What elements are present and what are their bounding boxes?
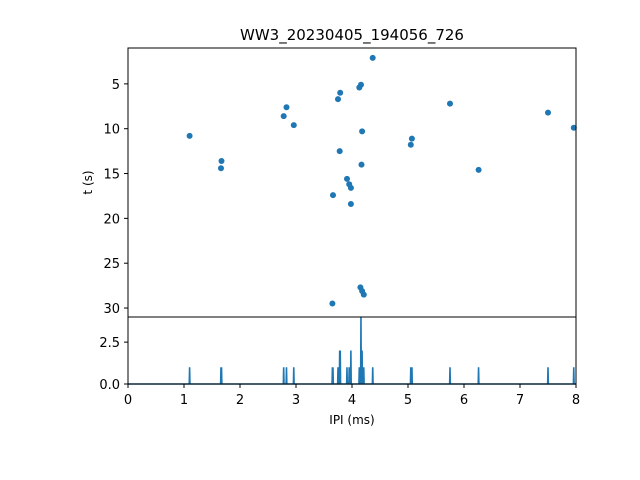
scatter-point xyxy=(408,135,415,142)
scatter-plot-area xyxy=(186,54,577,307)
scatter-point xyxy=(360,291,367,298)
scatter-point xyxy=(290,122,297,129)
histogram-y-tick-label: 2.5 xyxy=(99,336,120,351)
x-tick-label: 7 xyxy=(516,393,524,408)
scatter-point xyxy=(344,175,350,182)
scatter-point xyxy=(359,128,366,135)
scatter-point xyxy=(475,166,482,173)
scatter-point xyxy=(570,124,577,131)
scatter-point xyxy=(347,201,354,207)
scatter-point xyxy=(218,158,225,164)
x-tick-label: 3 xyxy=(292,393,300,408)
scatter-point xyxy=(330,192,336,199)
x-tick-label: 1 xyxy=(180,393,188,408)
scatter-y-tick-label: 5 xyxy=(112,78,120,93)
scatter-point xyxy=(358,161,365,168)
x-tick-label: 5 xyxy=(404,393,412,408)
scatter-y-tick-label: 25 xyxy=(103,257,120,272)
scatter-y-ticks: 5 10 15 20 25 30 xyxy=(103,78,128,317)
histogram-x-ticks: 0 1 2 3 4 5 6 7 8 xyxy=(124,384,580,408)
histogram-y-ticks: 0.0 2.5 xyxy=(99,336,128,393)
scatter-y-tick-label: 15 xyxy=(103,168,120,183)
histogram-x-axis-label: IPI (ms) xyxy=(329,413,374,427)
chart-title: WW3_20230405_194056_726 xyxy=(240,26,464,45)
scatter-point xyxy=(447,100,453,107)
scatter-point xyxy=(329,300,336,307)
scatter-point xyxy=(545,109,551,116)
scatter-point xyxy=(283,104,290,111)
scatter-y-axis-label: t (s) xyxy=(81,170,95,194)
x-tick-label: 4 xyxy=(348,393,356,408)
scatter-point xyxy=(336,148,343,155)
scatter-y-tick-label: 30 xyxy=(103,302,120,317)
scatter-point xyxy=(347,184,354,191)
scatter-point xyxy=(186,132,193,139)
scatter-point xyxy=(356,84,363,91)
scatter-point xyxy=(335,96,341,103)
scatter-y-tick-label: 20 xyxy=(103,212,120,227)
scatter-point xyxy=(369,54,376,61)
x-tick-label: 6 xyxy=(460,393,468,408)
scatter-point xyxy=(218,165,224,172)
scatter-point xyxy=(407,141,414,148)
x-tick-label: 0 xyxy=(124,393,132,408)
x-tick-label: 8 xyxy=(572,393,580,408)
scatter-point xyxy=(280,113,287,120)
scatter-point xyxy=(337,89,344,96)
histogram-y-tick-label: 0.0 xyxy=(99,378,120,393)
scatter-y-tick-label: 10 xyxy=(103,123,120,138)
x-tick-label: 2 xyxy=(236,393,244,408)
